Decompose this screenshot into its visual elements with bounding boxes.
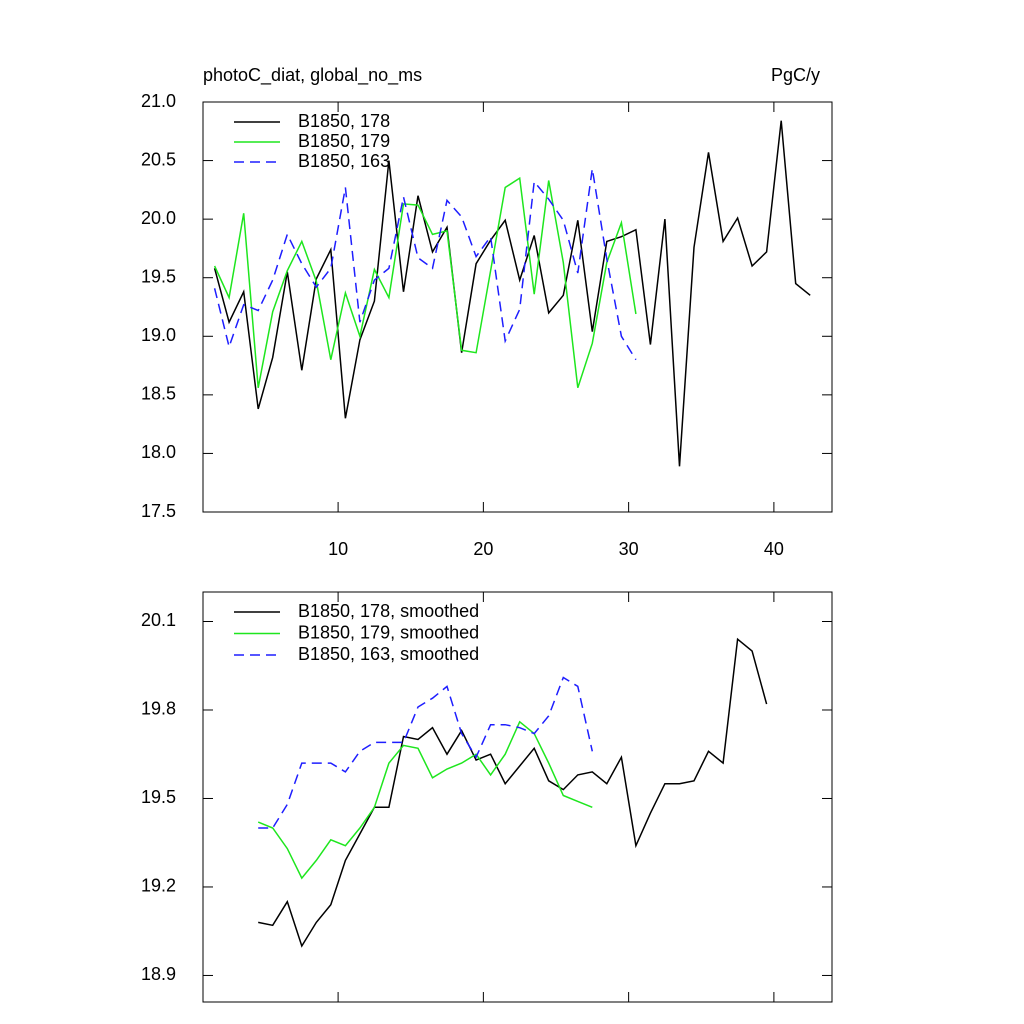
y-tick-label: 20.1 (141, 610, 176, 630)
x-tick-label: 20 (473, 539, 493, 559)
series-line (258, 676, 594, 829)
y-tick-label: 18.0 (141, 442, 176, 462)
series-line (213, 168, 637, 361)
y-tick-label: 21.0 (141, 91, 176, 111)
y-tick-label: 20.0 (141, 208, 176, 228)
legend-label: B1850, 178 (298, 111, 390, 131)
series-line (258, 637, 768, 948)
plot-frame (202, 591, 833, 1003)
x-tick-label: 40 (764, 539, 784, 559)
series-line (213, 120, 811, 467)
y-tick-label: 19.8 (141, 699, 176, 719)
legend-label: B1850, 178, smoothed (298, 601, 479, 621)
y-tick-label: 20.5 (141, 149, 176, 169)
x-tick-label: 10 (328, 539, 348, 559)
chart-title: photoC_diat, global_no_ms (203, 65, 422, 86)
y-tick-label: 19.5 (141, 266, 176, 286)
legend-label: B1850, 163, smoothed (298, 644, 479, 664)
x-tick-label: 30 (619, 539, 639, 559)
y-tick-label: 19.0 (141, 325, 176, 345)
y-tick-label: 18.5 (141, 384, 176, 404)
series-line (257, 720, 593, 880)
legend-label: B1850, 179, smoothed (298, 622, 479, 642)
legend-label: B1850, 163 (298, 151, 390, 171)
plot-frame (202, 101, 833, 513)
y-tick-label: 18.9 (141, 964, 176, 984)
y-tick-label: 19.5 (141, 787, 176, 807)
y-tick-label: 19.2 (141, 876, 176, 896)
series-line (213, 176, 637, 389)
units-label: PgC/y (771, 65, 820, 85)
y-tick-label: 17.5 (141, 501, 176, 521)
legend-label: B1850, 179 (298, 131, 390, 151)
